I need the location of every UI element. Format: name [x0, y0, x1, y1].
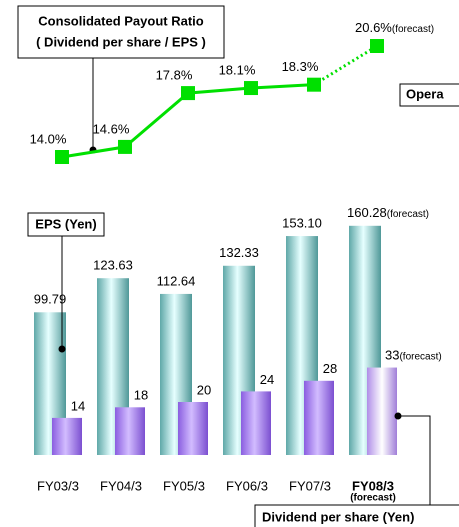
value-label: 18.1% — [219, 62, 256, 77]
dividend-label: 24 — [260, 372, 274, 387]
value-label: 14.6% — [93, 121, 130, 136]
x-tick-label: FY04/3 — [100, 478, 142, 493]
legend-label: EPS (Yen) — [35, 216, 96, 231]
marker — [307, 77, 321, 92]
dividend-bar — [178, 402, 208, 455]
eps-label: 153.10 — [282, 216, 322, 231]
pointer-dot — [394, 412, 402, 420]
x-tick-label: FY07/3 — [289, 478, 331, 493]
value-label: 14.0% — [30, 131, 67, 146]
legend-label: Dividend per share (Yen) — [262, 509, 414, 524]
eps-label-group: 160.28(forecast) — [347, 205, 429, 220]
dividend-label: 20 — [197, 382, 211, 397]
dividend-label-group: 33(forecast) — [385, 348, 442, 363]
eps-label: 123.63 — [93, 258, 133, 273]
x-tick-note: (forecast) — [350, 493, 396, 504]
eps-label: 112.64 — [157, 273, 196, 288]
chart-subtitle: ( Dividend per share / EPS ) — [36, 34, 206, 49]
forecast-line — [313, 44, 378, 86]
value-label: 18.3% — [282, 59, 319, 74]
eps-label: 160.28 — [347, 205, 387, 220]
annotation-box — [399, 83, 459, 107]
pointer — [398, 415, 431, 505]
dividend-bar — [241, 391, 271, 455]
forecast-label: (forecast) — [392, 24, 434, 35]
marker — [244, 81, 258, 96]
value-label: 20.6% — [355, 20, 392, 35]
legend-box — [27, 212, 105, 237]
x-tick-label: FY08/3 — [352, 478, 394, 493]
forecast-label: (forecast) — [387, 208, 429, 219]
marker — [181, 86, 195, 101]
x-tick-label: FY05/3 — [163, 478, 205, 493]
x-tick-label: FY03/3 — [37, 478, 79, 493]
dividend-label: 33 — [385, 348, 399, 363]
marker — [55, 150, 69, 164]
dividend-bar — [52, 417, 82, 455]
dividend-label: 14 — [71, 398, 85, 413]
legend-box — [254, 504, 459, 527]
pointer-dot — [58, 345, 66, 353]
chart-title: Consolidated Payout Ratio — [38, 13, 203, 28]
forecast-label: (forecast) — [399, 351, 441, 362]
dividend-label: 18 — [134, 388, 148, 403]
eps-label: 99.79 — [34, 292, 67, 307]
marker — [370, 39, 384, 53]
value-label-group: 20.6%(forecast) — [355, 20, 434, 35]
x-tick-label: FY06/3 — [226, 478, 268, 493]
annotation: Opera — [406, 86, 444, 101]
dividend-bar — [115, 407, 145, 455]
marker — [118, 139, 132, 154]
dividend-label: 28 — [323, 361, 337, 376]
value-label: 17.8% — [156, 68, 193, 83]
title-box — [17, 5, 225, 59]
eps-label: 132.33 — [219, 245, 259, 260]
dividend-bar — [367, 367, 397, 455]
dividend-bar — [304, 380, 334, 455]
